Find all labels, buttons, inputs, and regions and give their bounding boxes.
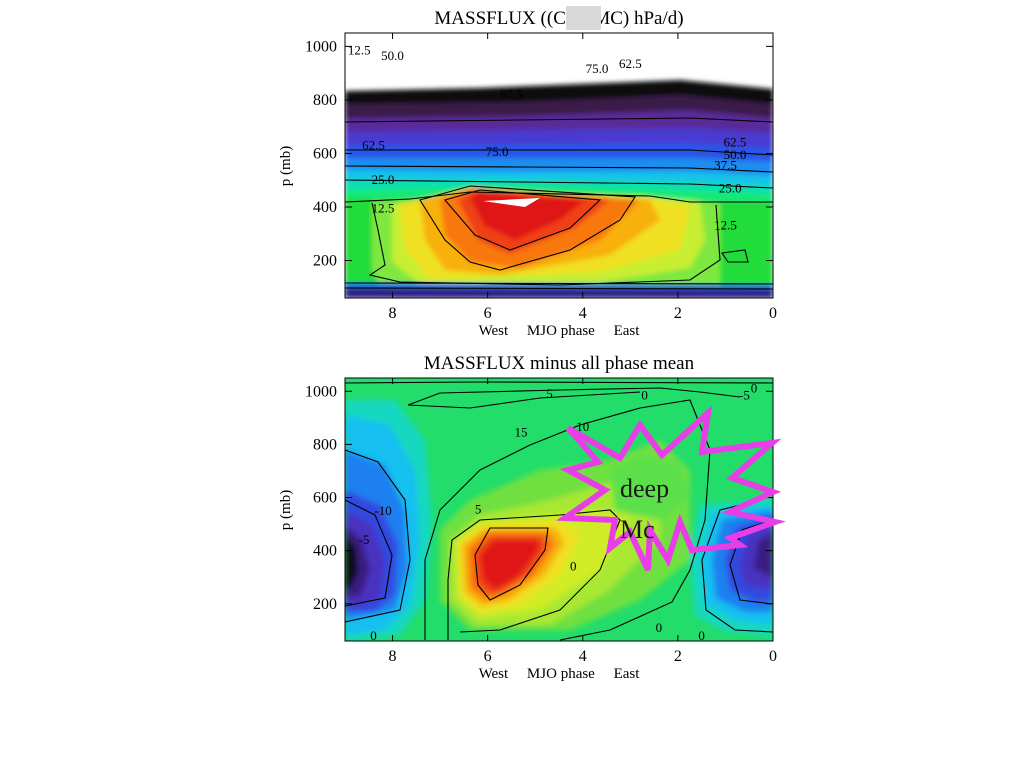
contour-label: 62.5 xyxy=(724,135,747,150)
contour-label: 0 xyxy=(641,387,648,402)
contour-label: 5 xyxy=(475,502,482,517)
contour-label: 87.5 xyxy=(500,87,523,102)
peak-white-region xyxy=(483,198,540,207)
y-axis-label-bottom: p (mb) xyxy=(278,490,294,530)
x-tick-label: 6 xyxy=(484,648,492,665)
y-tick-label: 600 xyxy=(313,490,337,507)
contour-label: 62.5 xyxy=(362,137,385,152)
contour-label: 15 xyxy=(514,424,527,439)
contour-label: 62.5 xyxy=(619,56,642,71)
annotation-line1: deep xyxy=(620,474,669,503)
y-axis-label-top: p (mb) xyxy=(278,146,294,186)
y-tick-label: 400 xyxy=(313,543,337,560)
contours-top xyxy=(345,117,773,290)
x-tick-label: 0 xyxy=(769,305,777,322)
y-tick-label: 800 xyxy=(313,92,337,109)
contour-label: 5 xyxy=(546,386,553,401)
chart-title-top: MASSFLUX ((CMFMC) hPa/d) xyxy=(434,8,683,29)
y-tick-label: 200 xyxy=(313,253,337,270)
heatmap-top: 12.512.525.025.037.550.062.5 62.575.087.5… xyxy=(345,42,773,298)
contour-label: 50.0 xyxy=(381,48,404,63)
contour-label: 12.5 xyxy=(372,200,395,215)
contour-label: -10 xyxy=(374,503,391,518)
panel-bottom: MASSFLUX minus all phase mean xyxy=(278,353,786,682)
x-tick-label: 2 xyxy=(674,305,682,322)
y-tick-label: 400 xyxy=(313,199,337,216)
x-tick-label: 0 xyxy=(769,648,777,665)
highlight-star-shape xyxy=(555,405,786,572)
contour-label: 50.0 xyxy=(724,147,747,162)
x-tick-label: 8 xyxy=(389,305,397,322)
plot-frame-top xyxy=(344,32,774,299)
y-tick-label: 800 xyxy=(313,436,337,453)
x-tick-label: 4 xyxy=(579,648,587,665)
x-tick-label: 6 xyxy=(484,305,492,322)
contour-label: -5 xyxy=(739,387,750,402)
deep-mc-annotation: deep Mc xyxy=(555,405,786,572)
contour-label: 0 xyxy=(570,559,577,574)
chart-title-bottom: MASSFLUX minus all phase mean xyxy=(424,353,695,374)
contour-label: 0 xyxy=(751,381,758,396)
y-tick-label: 1000 xyxy=(305,38,337,55)
contour-label: 37.5 xyxy=(714,158,737,173)
x-axis-top: 8 6 4 2 0 xyxy=(389,33,777,322)
contour-label: 25.0 xyxy=(372,172,395,187)
contour-label: 12.5 xyxy=(348,42,371,57)
annotation-line2: Mc xyxy=(620,515,655,544)
contour-label: 10 xyxy=(576,419,589,434)
x-tick-label: 8 xyxy=(389,648,397,665)
contour-label: -5 xyxy=(359,532,370,547)
x-tick-label: 4 xyxy=(579,305,587,322)
title-highlight-box xyxy=(566,6,601,30)
y-tick-label: 600 xyxy=(313,145,337,162)
contour-label: 12.5 xyxy=(714,218,737,233)
plot-frame-bottom xyxy=(344,377,774,642)
contour-label: 0 xyxy=(698,628,705,643)
contour-label: 25.0 xyxy=(719,180,742,195)
contour-labels-top: 12.512.525.025.037.550.062.5 62.575.087.5… xyxy=(348,42,746,232)
x-axis-label-top: West MJO phase East xyxy=(479,323,641,339)
contour-label: 75.0 xyxy=(486,144,509,159)
x-axis-label-bottom: West MJO phase East xyxy=(479,666,641,682)
contour-label: 75.0 xyxy=(586,61,609,76)
y-axis-top: 200 400 600 800 1000 xyxy=(305,38,773,270)
x-tick-label: 2 xyxy=(674,648,682,665)
contour-label: 0 xyxy=(370,628,377,643)
contour-label: 0 xyxy=(656,620,663,635)
contours-bottom xyxy=(345,381,773,641)
y-tick-label: 200 xyxy=(313,596,337,613)
y-tick-label: 1000 xyxy=(305,383,337,400)
panel-top: MASSFLUX ((CMFMC) hPa/d) xyxy=(278,6,777,339)
